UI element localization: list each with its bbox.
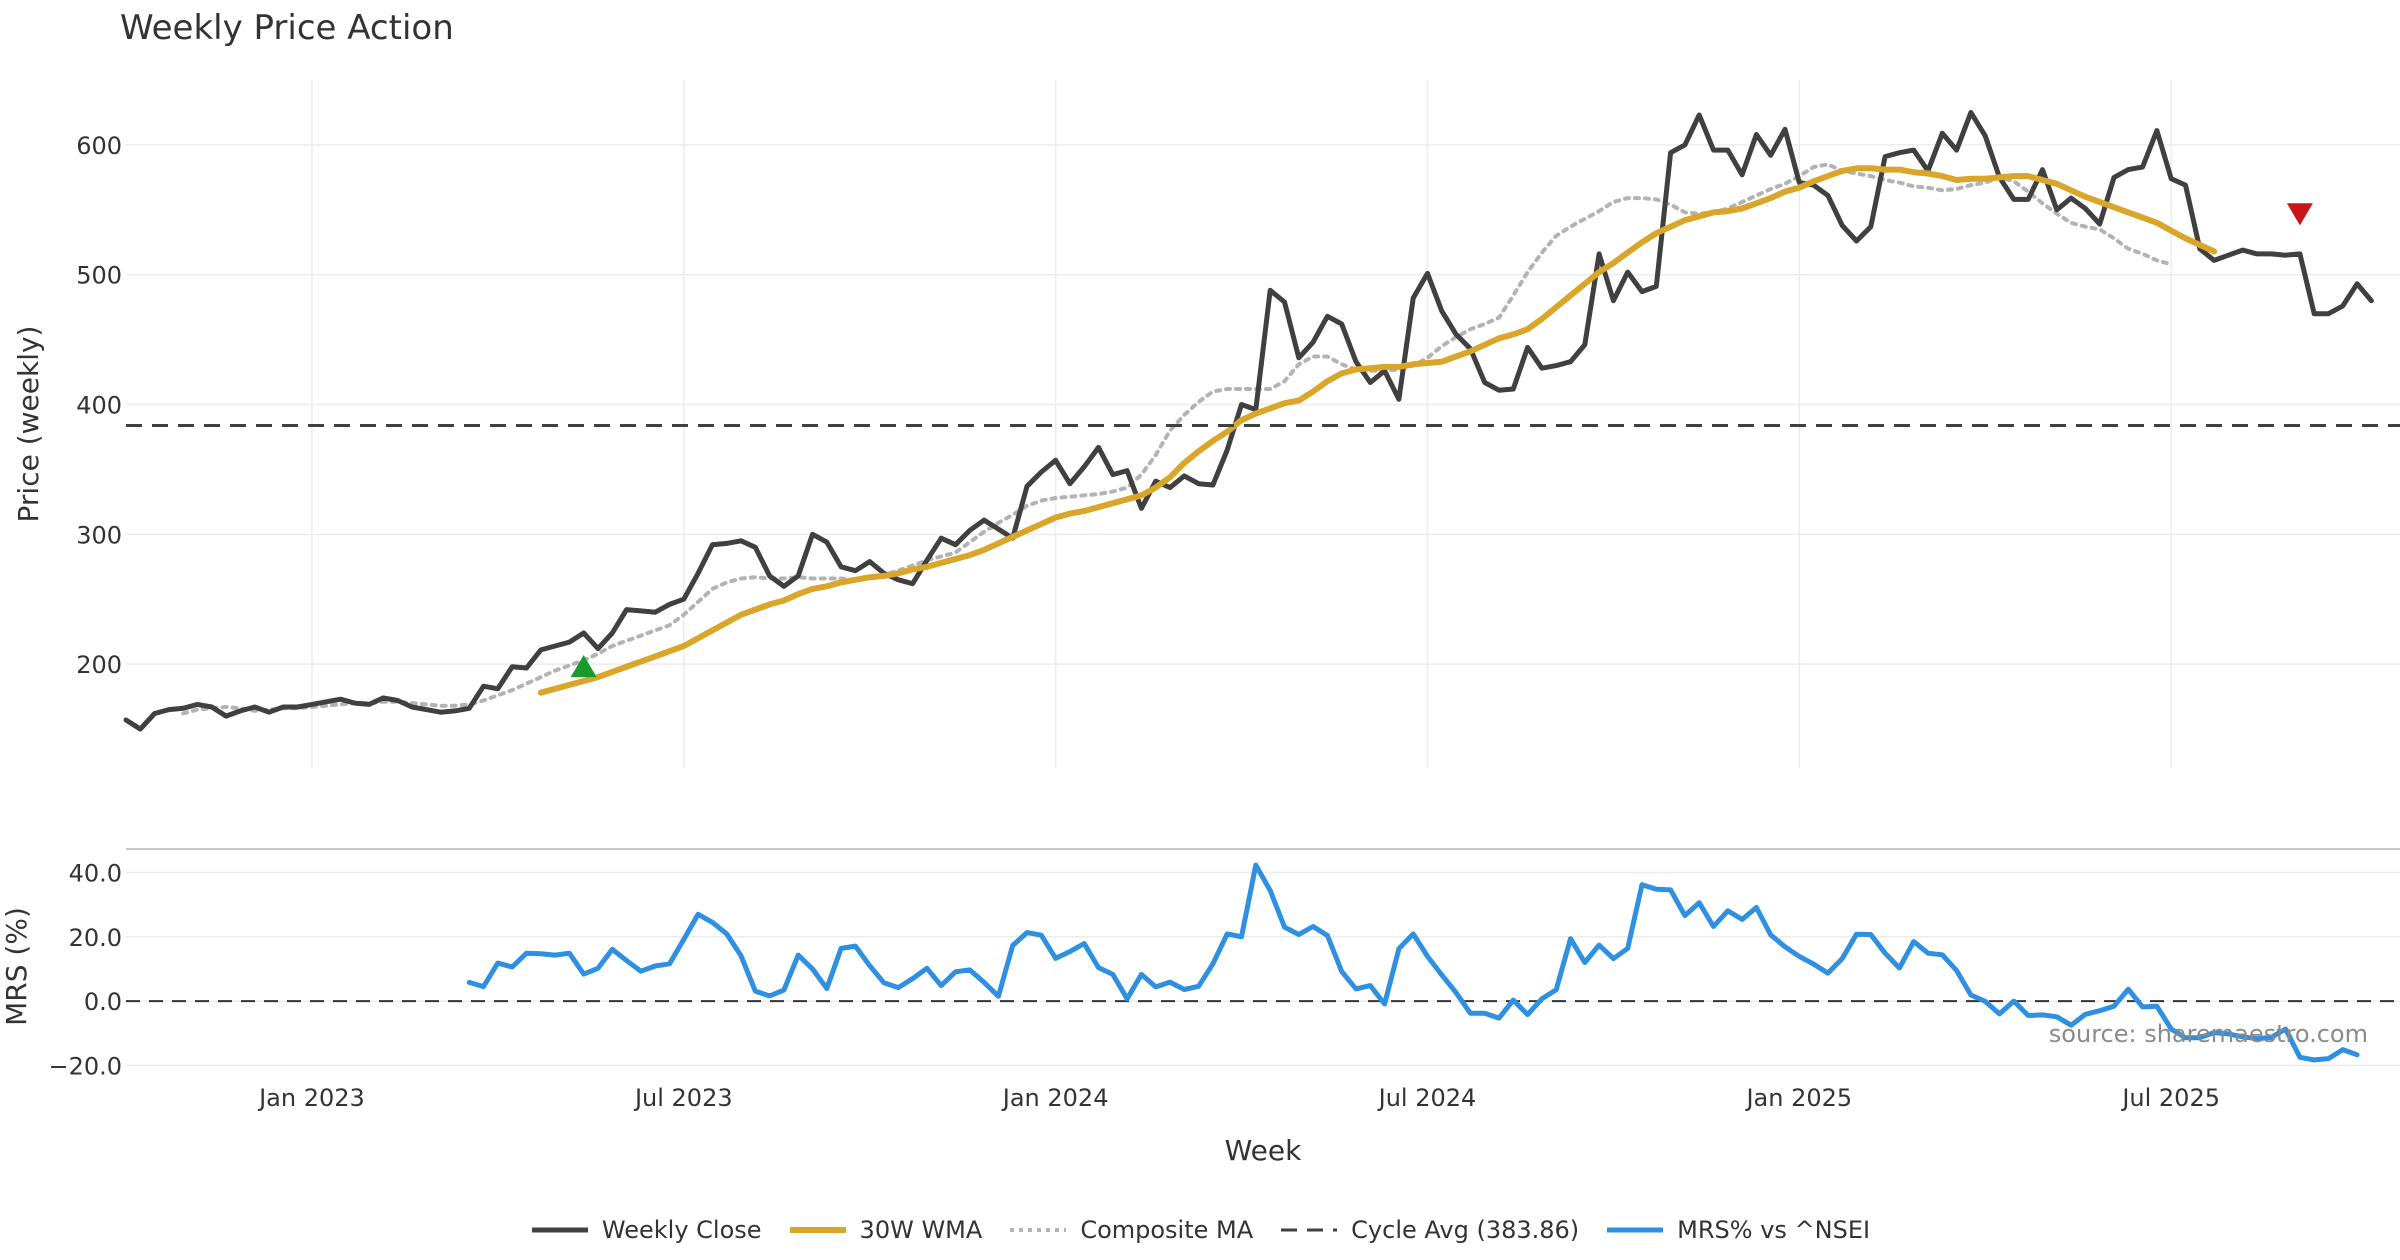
legend-label-mrs: MRS% vs ^NSEI [1677, 1216, 1871, 1244]
composite-ma-line [181, 162, 2174, 716]
price-y-tick-label: 300 [76, 521, 122, 549]
price-y-tick-label: 500 [76, 262, 122, 290]
x-tick-label: Jan 2024 [1001, 1084, 1109, 1112]
x-tick-label: Jan 2023 [257, 1084, 365, 1112]
price-y-tick-label: 600 [76, 132, 122, 160]
price-y-tick-label: 400 [76, 392, 122, 420]
x-tick-label: Jul 2023 [633, 1084, 733, 1112]
legend-swatch-cycle-avg-icon [1281, 1228, 1338, 1232]
legend-item-weekly-close: Weekly Close [530, 1216, 762, 1244]
legend-item-cycle-avg: Cycle Avg (383.86) [1279, 1216, 1579, 1244]
x-axis-label: Week [1225, 1134, 1302, 1167]
chart-title: Weekly Price Action [120, 8, 454, 48]
x-tick-label: Jan 2025 [1744, 1084, 1852, 1112]
legend-swatch-mrs-icon [1607, 1227, 1664, 1233]
mrs-y-tick-label: −20.0 [48, 1052, 122, 1080]
legend: Weekly Close 30W WMA Composite MA Cycle … [0, 1210, 2400, 1250]
legend-swatch-composite-ma-icon [1010, 1228, 1067, 1232]
legend-item-30w-wma: 30W WMA [788, 1216, 983, 1244]
mrs-y-tick-label: 40.0 [69, 860, 122, 888]
legend-label-30w-wma: 30W WMA [859, 1216, 983, 1244]
x-tick-label: Jul 2024 [1377, 1084, 1477, 1112]
legend-swatch-weekly-close-icon [531, 1227, 588, 1233]
buy-signal-marker [570, 655, 597, 678]
price-y-axis-label: Price (weekly) [12, 326, 45, 523]
sell-signal-marker [2286, 203, 2313, 226]
legend-swatch-30w-wma-icon [789, 1227, 846, 1233]
legend-item-mrs: MRS% vs ^NSEI [1605, 1216, 1870, 1244]
mrs-y-tick-label: 0.0 [84, 988, 122, 1016]
legend-label-weekly-close: Weekly Close [601, 1216, 762, 1244]
wma-30w-line [537, 165, 2218, 696]
mrs-line [466, 862, 2360, 1063]
mrs-y-axis-label: MRS (%) [0, 907, 33, 1026]
mrs-y-tick-label: 20.0 [69, 924, 122, 952]
x-tick-label: Jul 2025 [2120, 1084, 2220, 1112]
legend-label-cycle-avg: Cycle Avg (383.86) [1351, 1216, 1580, 1244]
legend-label-composite-ma: Composite MA [1080, 1216, 1254, 1244]
source-watermark: source: sharemaestro.com [2048, 1020, 2368, 1048]
weekly-close-line [123, 110, 2374, 732]
legend-item-composite-ma: Composite MA [1008, 1216, 1253, 1244]
price-y-tick-label: 200 [76, 651, 122, 679]
